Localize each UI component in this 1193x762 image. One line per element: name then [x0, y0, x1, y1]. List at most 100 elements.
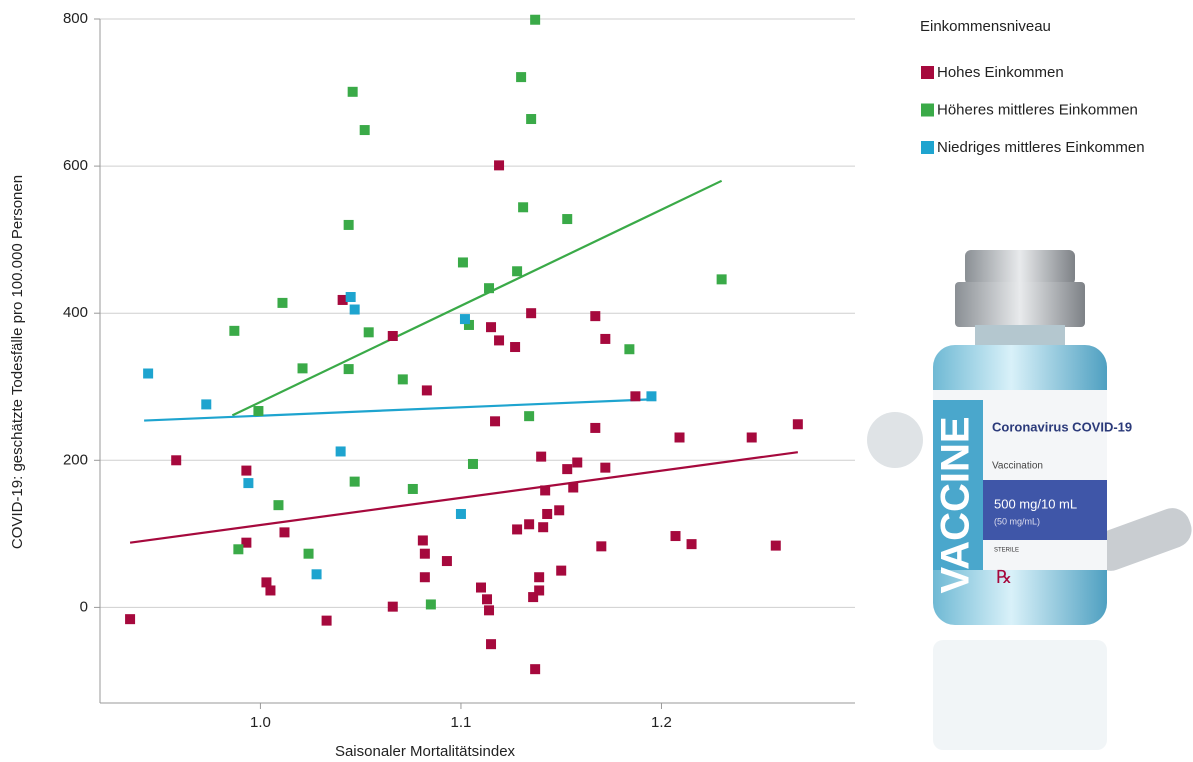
x-axis-label: Saisonaler Mortalitätsindex: [335, 743, 516, 760]
sterile-text: STERILE: [994, 548, 1019, 554]
y-tick-label: 800: [63, 10, 88, 27]
trend-line: [232, 181, 721, 416]
point: [143, 369, 153, 379]
point: [229, 326, 239, 336]
point: [540, 485, 550, 495]
point: [518, 202, 528, 212]
x-tick-label: 1.2: [651, 714, 672, 731]
legend-title: Einkommensniveau: [920, 18, 1051, 35]
point: [512, 266, 522, 276]
point: [398, 374, 408, 384]
point: [360, 125, 370, 135]
point: [600, 334, 610, 344]
y-tick-label: 0: [80, 598, 88, 615]
point: [590, 311, 600, 321]
point: [344, 364, 354, 374]
point: [484, 283, 494, 293]
point: [554, 505, 564, 515]
point: [534, 572, 544, 582]
point: [241, 466, 251, 476]
point: [562, 464, 572, 474]
y-tick-label: 400: [63, 304, 88, 321]
point: [125, 614, 135, 624]
point: [536, 452, 546, 462]
point: [486, 322, 496, 332]
point: [277, 298, 287, 308]
legend-label: Hohes Einkommen: [937, 64, 1064, 81]
point: [408, 484, 418, 494]
point: [336, 446, 346, 456]
point: [468, 459, 478, 469]
point: [556, 566, 566, 576]
point: [298, 363, 308, 373]
product-text: Coronavirus COVID-19: [992, 419, 1132, 434]
point: [420, 549, 430, 559]
point: [344, 220, 354, 230]
point: [490, 416, 500, 426]
point: [717, 274, 727, 284]
point: [630, 391, 640, 401]
point: [671, 531, 681, 541]
trend-line: [130, 452, 798, 542]
point: [524, 519, 534, 529]
chart: VACCINE Coronavirus COVID-19 Vaccination…: [0, 0, 1193, 762]
vaccine-image: VACCINE Coronavirus COVID-19 Vaccination…: [867, 250, 1193, 750]
point: [426, 599, 436, 609]
point: [512, 524, 522, 534]
y-axis-label: COVID-19: geschätzte Todesfälle pro 100.…: [9, 175, 26, 549]
point: [624, 344, 634, 354]
legend-swatch: [921, 141, 934, 154]
point: [350, 477, 360, 487]
point: [422, 385, 432, 395]
point: [534, 585, 544, 595]
point: [279, 527, 289, 537]
concentration-text: (50 mg/mL): [994, 516, 1040, 526]
y-tick-label: 200: [63, 451, 88, 468]
point: [600, 463, 610, 473]
point: [484, 605, 494, 615]
point: [793, 419, 803, 429]
point: [273, 500, 283, 510]
point: [510, 342, 520, 352]
legend-label: Höheres mittleres Einkommen: [937, 101, 1138, 118]
point: [442, 556, 452, 566]
point: [312, 569, 322, 579]
point: [460, 314, 470, 324]
point: [562, 214, 572, 224]
point: [322, 616, 332, 626]
legend-label: Niedriges mittleres Einkommen: [937, 139, 1145, 156]
point: [253, 406, 263, 416]
point: [304, 549, 314, 559]
point: [418, 535, 428, 545]
point: [388, 331, 398, 341]
y-tick-label: 600: [63, 157, 88, 174]
point: [675, 432, 685, 442]
point: [348, 87, 358, 97]
point: [530, 664, 540, 674]
point: [494, 160, 504, 170]
rx-text: ℞: [996, 567, 1012, 587]
point: [646, 391, 656, 401]
point: [458, 257, 468, 267]
point: [542, 509, 552, 519]
point: [243, 478, 253, 488]
point: [482, 594, 492, 604]
point: [346, 292, 356, 302]
legend-swatch: [921, 104, 934, 117]
point: [201, 399, 211, 409]
point: [596, 541, 606, 551]
vaccine-text: VACCINE: [934, 416, 978, 593]
point: [516, 72, 526, 82]
point: [494, 335, 504, 345]
point: [524, 411, 534, 421]
point: [590, 423, 600, 433]
point: [233, 544, 243, 554]
point: [265, 585, 275, 595]
point: [456, 509, 466, 519]
point: [420, 572, 430, 582]
point: [687, 539, 697, 549]
legend-swatch: [921, 66, 934, 79]
use-text: Vaccination: [992, 461, 1043, 472]
point: [526, 308, 536, 318]
point: [572, 457, 582, 467]
